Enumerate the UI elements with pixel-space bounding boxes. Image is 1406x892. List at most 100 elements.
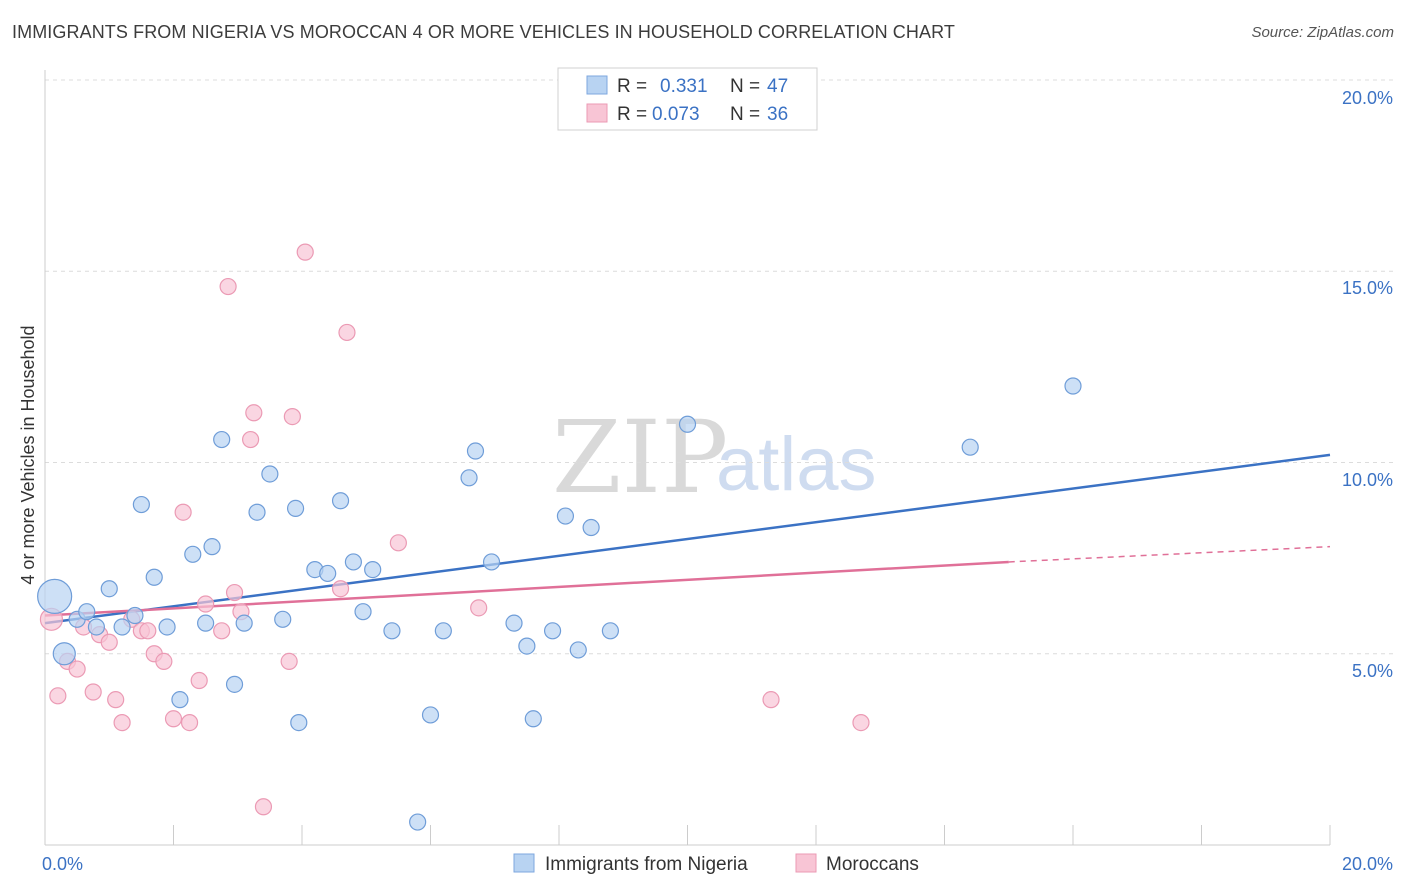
data-point-moroccans: [296, 243, 314, 261]
data-point-nigeria: [235, 614, 253, 632]
y-tick-label: 5.0%: [1352, 661, 1393, 681]
data-point-moroccans: [389, 534, 407, 552]
data-point-moroccans: [331, 580, 350, 598]
data-point-moroccans: [283, 408, 301, 426]
data-point-moroccans: [49, 687, 67, 705]
data-point-nigeria: [460, 469, 478, 487]
data-point-nigeria: [518, 637, 536, 655]
trend-line-moroccans-extrapolated: [1008, 545, 1331, 563]
source-label: Source: ZipAtlas.com: [1251, 24, 1394, 41]
data-point-nigeria: [248, 503, 266, 521]
data-point-nigeria: [543, 622, 562, 640]
legend-n-value: 47: [767, 76, 788, 97]
data-point-nigeria: [126, 606, 144, 625]
data-point-nigeria: [364, 560, 382, 579]
data-point-moroccans: [762, 691, 780, 709]
data-point-nigeria: [158, 618, 176, 636]
watermark-atlas: atlas: [716, 422, 877, 507]
data-point-nigeria: [203, 538, 221, 556]
data-point-moroccans: [139, 622, 157, 640]
legend-n-label: N =: [730, 76, 760, 97]
legend-n-value: 36: [767, 104, 788, 125]
y-axis-title: 4 or more Vehicles in Household: [18, 325, 38, 584]
data-point-nigeria: [556, 507, 575, 525]
data-point-nigeria: [52, 642, 76, 666]
data-point-moroccans: [225, 583, 244, 602]
data-point-moroccans: [219, 277, 237, 296]
data-point-nigeria: [1064, 377, 1082, 395]
data-point-moroccans: [190, 671, 208, 690]
legend-swatch-nigeria: [513, 853, 535, 873]
data-point-nigeria: [409, 813, 427, 831]
data-point-moroccans: [470, 599, 488, 617]
data-point-nigeria: [569, 641, 587, 659]
data-point-nigeria: [171, 691, 189, 709]
trend-line-nigeria: [44, 453, 1331, 625]
data-point-moroccans: [155, 652, 173, 671]
data-point-nigeria: [225, 675, 244, 693]
y-tick-label: 10.0%: [1342, 470, 1393, 490]
axes: [44, 70, 1331, 846]
data-point-nigeria: [87, 618, 106, 636]
data-point-nigeria: [100, 580, 118, 598]
data-point-moroccans: [113, 713, 131, 732]
data-point-nigeria: [466, 442, 485, 460]
data-point-nigeria: [145, 568, 163, 586]
data-point-nigeria: [344, 553, 362, 571]
data-point-moroccans: [280, 652, 298, 671]
data-point-nigeria: [434, 622, 452, 640]
data-point-moroccans: [180, 713, 199, 732]
data-point-moroccans: [254, 798, 273, 816]
legend-label-nigeria: Immigrants from Nigeria: [545, 854, 748, 875]
data-point-nigeria: [113, 618, 131, 636]
data-point-nigeria: [383, 622, 401, 640]
legend-n-label: N =: [730, 104, 760, 125]
data-point-nigeria: [184, 545, 202, 563]
data-points: [37, 243, 1082, 831]
data-point-nigeria: [961, 438, 979, 456]
data-point-moroccans: [164, 710, 183, 728]
data-point-moroccans: [338, 323, 356, 342]
data-point-nigeria: [290, 713, 308, 732]
data-point-nigeria: [582, 518, 600, 537]
data-point-nigeria: [482, 553, 501, 571]
legend-bottom: Immigrants from Nigeria Moroccans: [513, 853, 919, 875]
data-point-moroccans: [68, 660, 86, 678]
data-point-nigeria: [421, 706, 440, 724]
y-tick-label: 20.0%: [1342, 88, 1393, 108]
legend-swatch-moroccans: [586, 103, 608, 123]
legend-label-moroccans: Moroccans: [826, 854, 919, 875]
x-tick-label-min: 0.0%: [42, 854, 83, 874]
x-tick-label-max: 20.0%: [1342, 854, 1393, 874]
data-point-moroccans: [852, 713, 870, 732]
data-point-nigeria: [213, 430, 231, 449]
data-point-nigeria: [678, 415, 697, 433]
data-point-moroccans: [107, 691, 125, 709]
chart-title: IMMIGRANTS FROM NIGERIA VS MOROCCAN 4 OR…: [12, 22, 955, 42]
data-point-nigeria: [197, 614, 215, 632]
data-point-moroccans: [174, 503, 192, 521]
legend-r-value: 0.331: [660, 76, 708, 97]
data-point-nigeria: [601, 622, 620, 640]
legend-swatch-moroccans: [795, 853, 817, 873]
data-point-nigeria: [132, 495, 150, 514]
data-point-moroccans: [100, 633, 118, 651]
data-point-nigeria: [261, 465, 279, 483]
data-point-nigeria: [354, 603, 372, 621]
data-point-moroccans: [197, 595, 215, 613]
data-point-moroccans: [242, 430, 260, 449]
data-point-moroccans: [84, 683, 102, 701]
data-point-nigeria: [319, 564, 337, 583]
trend-line-moroccans: [44, 560, 1009, 617]
legend-r-label: R =: [617, 76, 647, 97]
data-point-nigeria: [286, 499, 305, 517]
data-point-nigeria: [78, 603, 96, 621]
data-point-nigeria: [274, 610, 292, 628]
data-point-moroccans: [245, 404, 263, 422]
legend-swatch-nigeria: [586, 75, 608, 95]
grid-lines: [45, 79, 1395, 655]
data-point-nigeria: [331, 492, 350, 510]
legend-r-label: R =: [617, 104, 647, 125]
data-point-nigeria: [505, 614, 523, 632]
